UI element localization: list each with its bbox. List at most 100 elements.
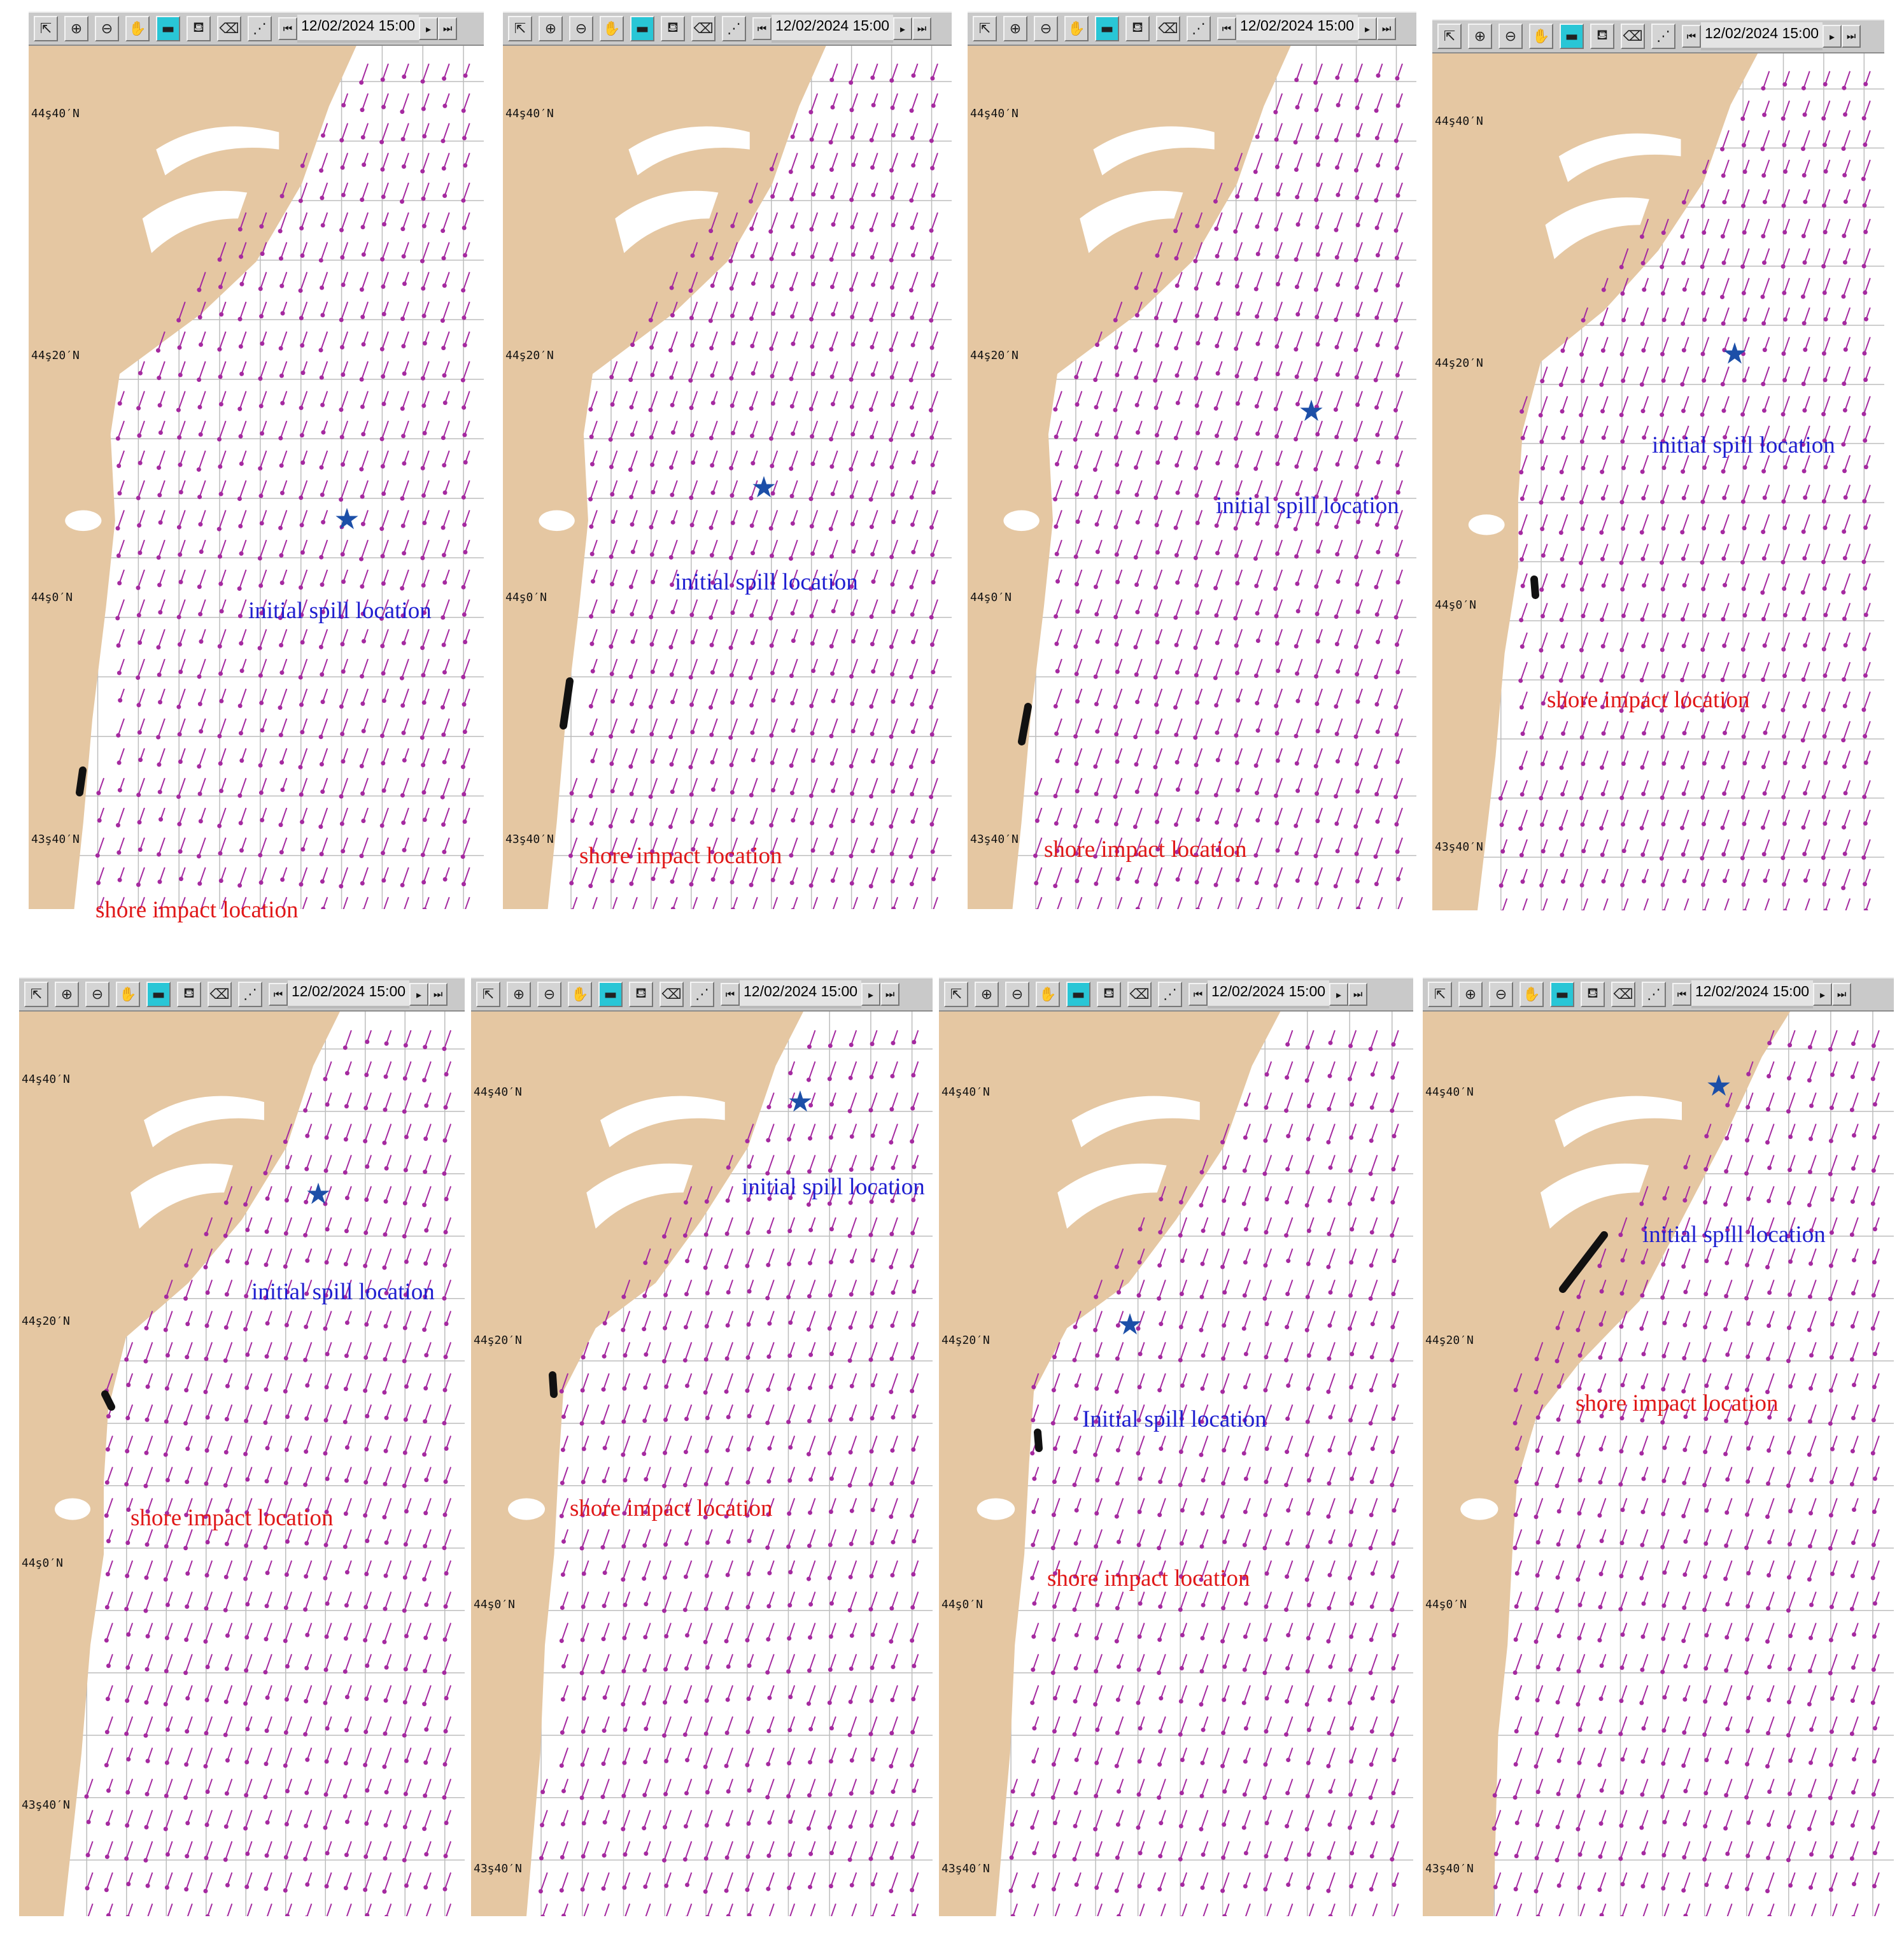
current-arrow-head <box>651 490 656 495</box>
current-arrow <box>751 599 758 616</box>
eraser-icon[interactable]: ⌫ <box>208 982 232 1007</box>
trajectory-icon[interactable]: ⋰ <box>1187 16 1211 41</box>
map-canvas[interactable]: 44ş40′N 44ş20′N 44ş0′N 43ş40′N <box>29 46 484 909</box>
eraser-icon[interactable]: ⌫ <box>1156 16 1180 41</box>
map-panel-1: ⇱ ⊕ ⊖ ✋ ▬ ⛾ ⌫ ⋰ ⏮ 12/02/2024 15:00 ▸ ⏭ 44ş40′N 44ş20′… <box>29 11 484 923</box>
first-step-icon[interactable]: ⏮ <box>1682 25 1701 48</box>
zoom-out-icon[interactable]: ⊖ <box>1034 16 1058 41</box>
hand-pan-icon[interactable]: ✋ <box>1529 24 1553 49</box>
map-layer-icon[interactable]: ▬ <box>156 16 180 41</box>
current-arrow-head <box>1355 132 1360 138</box>
current-arrow-head <box>1539 735 1544 740</box>
map-canvas[interactable]: 44ş40′N 44ş20′N 44ş0′N 43ş40′N <box>1432 53 1884 910</box>
current-arrow <box>1683 189 1689 203</box>
current-arrow-head <box>1354 554 1359 560</box>
eraser-icon[interactable]: ⌫ <box>691 16 716 41</box>
trajectory-icon[interactable]: ⋰ <box>248 16 272 41</box>
trajectory-icon[interactable]: ⋰ <box>690 982 714 1007</box>
map-layer-icon[interactable]: ▬ <box>1560 24 1584 49</box>
current-arrow-head <box>810 462 815 467</box>
current-arrow <box>1076 569 1083 584</box>
trajectory-icon[interactable]: ⋰ <box>722 16 746 41</box>
zoom-out-icon[interactable]: ⊖ <box>569 16 593 41</box>
hand-pan-icon[interactable]: ✋ <box>600 16 624 41</box>
spill-tool-icon[interactable]: ⛾ <box>187 16 211 41</box>
eraser-icon[interactable]: ⌫ <box>1621 24 1645 49</box>
zoom-in-icon[interactable]: ⊕ <box>507 982 531 1007</box>
eraser-icon[interactable]: ⌫ <box>217 16 241 41</box>
current-arrow <box>1356 658 1363 675</box>
map-canvas[interactable]: 44ş40′N 44ş20′N 44ş0′N 43ş40′N <box>968 46 1416 909</box>
hand-pan-icon[interactable]: ✋ <box>1064 16 1089 41</box>
spill-tool-icon[interactable]: ⛾ <box>1125 16 1150 41</box>
current-arrow-head <box>1113 794 1118 799</box>
map-canvas[interactable]: 44ş40′N 44ş20′N 44ş0′N 43ş40′N <box>19 1012 465 1916</box>
current-arrow <box>692 896 698 909</box>
zoom-in-icon[interactable]: ⊕ <box>1468 24 1492 49</box>
next-step-icon[interactable]: ▸ <box>409 983 429 1006</box>
first-step-icon[interactable]: ⏮ <box>269 983 288 1006</box>
eraser-icon[interactable]: ⌫ <box>659 982 684 1007</box>
next-step-icon[interactable]: ▸ <box>1823 25 1842 48</box>
current-arrow <box>1823 396 1831 414</box>
current-arrow-head <box>223 1483 228 1488</box>
spill-tool-icon[interactable]: ⛾ <box>177 982 201 1007</box>
spill-tool-icon[interactable]: ⛾ <box>1590 24 1614 49</box>
zoom-in-icon[interactable]: ⊕ <box>539 16 563 41</box>
first-step-icon[interactable]: ⏮ <box>721 983 740 1006</box>
trajectory-icon[interactable]: ⋰ <box>238 982 262 1007</box>
last-step-icon[interactable]: ⏭ <box>1842 25 1861 48</box>
current-arrow-head <box>1175 877 1180 882</box>
current-arrow <box>199 658 206 677</box>
zoom-out-icon[interactable]: ⊖ <box>537 982 561 1007</box>
zoom-out-icon[interactable]: ⊖ <box>95 16 119 41</box>
current-arrow <box>1355 629 1363 647</box>
arrow-tool-icon[interactable]: ⇱ <box>508 16 532 41</box>
arrow-tool-icon[interactable]: ⇱ <box>34 16 58 41</box>
last-step-icon[interactable]: ⏭ <box>880 983 900 1006</box>
first-step-icon[interactable]: ⏮ <box>752 17 772 40</box>
zoom-out-icon[interactable]: ⊖ <box>1499 24 1523 49</box>
current-arrow-head <box>323 1792 328 1797</box>
map-canvas[interactable]: 44ş40′N 44ş20′N 44ş0′N 43ş40′N <box>471 1012 933 1916</box>
zoom-in-icon[interactable]: ⊕ <box>55 982 79 1007</box>
current-arrow-head <box>258 493 264 498</box>
current-arrow <box>1336 123 1343 141</box>
current-arrow <box>1056 450 1062 465</box>
next-step-icon[interactable]: ▸ <box>1358 17 1378 40</box>
last-step-icon[interactable]: ⏭ <box>438 17 458 40</box>
zoom-in-icon[interactable]: ⊕ <box>1003 16 1027 41</box>
current-arrow <box>227 1747 233 1761</box>
hand-pan-icon[interactable]: ✋ <box>568 982 592 1007</box>
first-step-icon[interactable]: ⏮ <box>1217 17 1236 40</box>
current-arrow <box>1702 248 1710 267</box>
spill-tool-icon[interactable]: ⛾ <box>629 982 653 1007</box>
map-canvas[interactable]: 44ş40′N 44ş20′N 44ş0′N 43ş40′N <box>503 46 952 909</box>
next-step-icon[interactable]: ▸ <box>893 17 913 40</box>
current-arrow-head <box>829 285 835 290</box>
arrow-tool-icon[interactable]: ⇱ <box>973 16 997 41</box>
zoom-in-icon[interactable]: ⊕ <box>64 16 88 41</box>
map-layer-icon[interactable]: ▬ <box>146 982 171 1007</box>
arrow-tool-icon[interactable]: ⇱ <box>476 982 500 1007</box>
spill-tool-icon[interactable]: ⛾ <box>661 16 685 41</box>
next-step-icon[interactable]: ▸ <box>861 983 881 1006</box>
map-layer-icon[interactable]: ▬ <box>598 982 623 1007</box>
current-arrow <box>1843 278 1851 297</box>
hand-pan-icon[interactable]: ✋ <box>116 982 140 1007</box>
zoom-out-icon[interactable]: ⊖ <box>85 982 109 1007</box>
last-step-icon[interactable]: ⏭ <box>1377 17 1397 40</box>
current-arrow-head <box>1520 644 1525 649</box>
arrow-tool-icon[interactable]: ⇱ <box>1437 24 1462 49</box>
current-arrow-head <box>1314 197 1319 202</box>
last-step-icon[interactable]: ⏭ <box>912 17 932 40</box>
current-arrow <box>1501 809 1508 826</box>
next-step-icon[interactable]: ▸ <box>419 17 439 40</box>
map-layer-icon[interactable]: ▬ <box>1095 16 1119 41</box>
last-step-icon[interactable]: ⏭ <box>428 983 448 1006</box>
map-layer-icon[interactable]: ▬ <box>630 16 654 41</box>
first-step-icon[interactable]: ⏮ <box>278 17 297 40</box>
arrow-tool-icon[interactable]: ⇱ <box>24 982 48 1007</box>
trajectory-icon[interactable]: ⋰ <box>1651 24 1675 49</box>
hand-pan-icon[interactable]: ✋ <box>125 16 150 41</box>
